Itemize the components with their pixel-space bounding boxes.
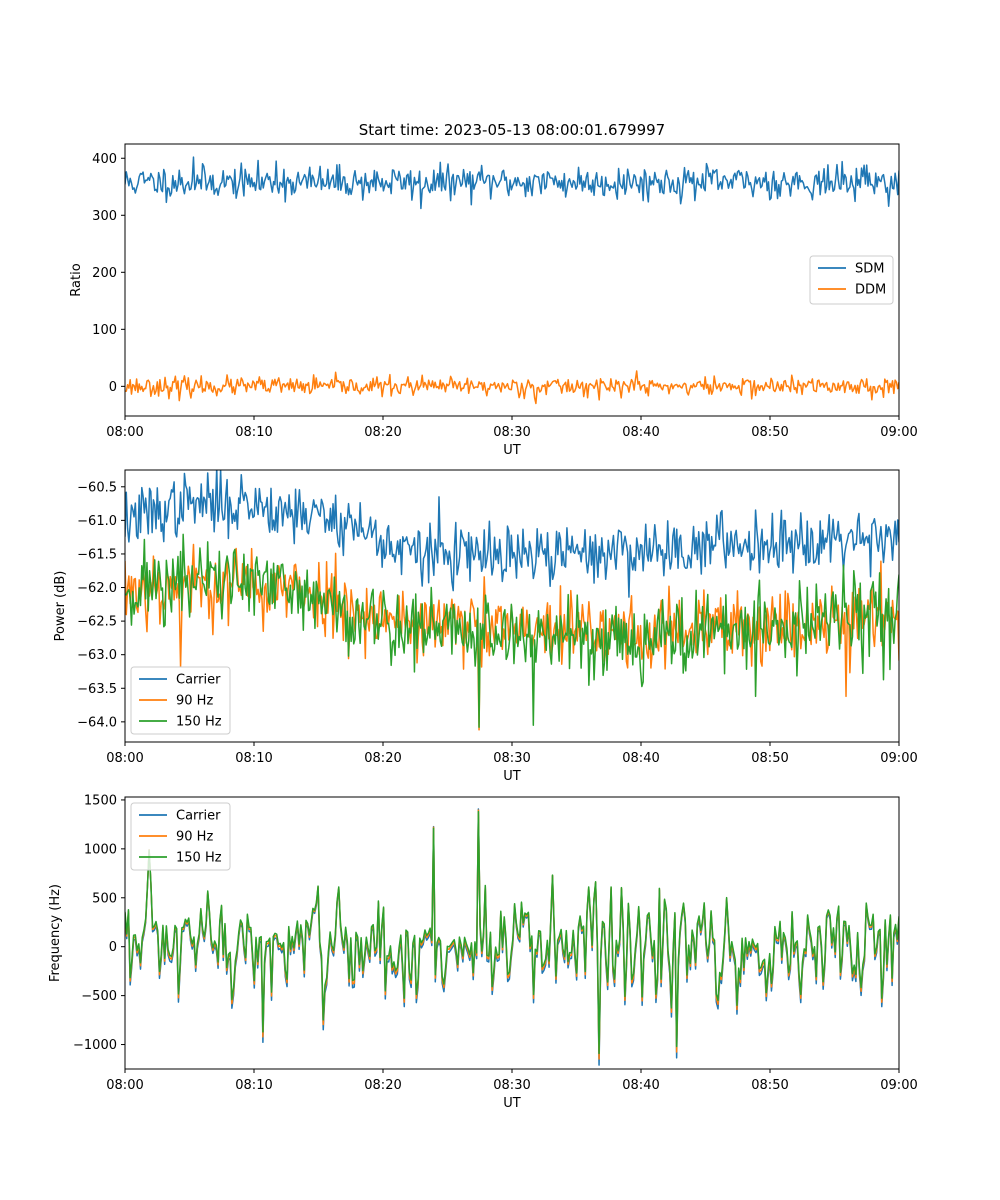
x-tick-label: 08:00 (106, 1078, 143, 1093)
legend-label: 90 Hz (176, 830, 213, 845)
y-tick-label: −61.0 (77, 514, 117, 529)
x-axis-label: UT (503, 443, 521, 458)
y-tick-label: −63.0 (77, 648, 117, 663)
x-tick-label: 08:20 (364, 1078, 401, 1093)
y-tick-label: −62.0 (77, 581, 117, 596)
y-tick-label: 1000 (84, 842, 117, 857)
y-tick-label: −63.5 (77, 682, 117, 697)
legend-label: 150 Hz (176, 715, 222, 730)
y-tick-label: −61.5 (77, 547, 117, 562)
x-tick-label: 08:20 (364, 751, 401, 766)
legend-label: 90 Hz (176, 694, 213, 709)
x-tick-label: 09:00 (880, 425, 917, 440)
y-tick-label: 1500 (84, 793, 117, 808)
x-tick-label: 08:00 (106, 751, 143, 766)
x-tick-label: 08:50 (751, 425, 788, 440)
x-tick-label: 08:40 (622, 425, 659, 440)
legend-label: DDM (855, 283, 886, 298)
axes-frame (124, 143, 900, 417)
panel-3: 08:00 08:10 08:20 08:30 08:40 08:50 09:00 1500 1… (48, 793, 918, 1111)
x-axis-label: UT (503, 769, 521, 784)
y-tick-label: 200 (92, 266, 117, 281)
legend-label: Carrier (176, 673, 221, 688)
series-line-150-hz (125, 810, 899, 1055)
legend: Carrier 90 Hz 150 Hz (130, 666, 231, 735)
series-line-ddm (125, 370, 899, 405)
x-tick-label: 08:20 (364, 425, 401, 440)
x-tick-label: 08:40 (622, 751, 659, 766)
series-line-carrier (125, 470, 899, 598)
x-tick-label: 08:50 (751, 1078, 788, 1093)
series-line-150-hz (125, 533, 899, 728)
figure-title: Start time: 2023-05-13 08:00:01.679997 (359, 121, 665, 139)
y-tick-label: −500 (81, 989, 117, 1004)
x-axis-label: UT (503, 1096, 521, 1111)
y-tick-label: 300 (92, 209, 117, 224)
y-tick-label: −62.5 (77, 615, 117, 630)
panel-2: 08:00 08:10 08:20 08:30 08:40 08:50 09:00 −60.5… (53, 469, 918, 784)
y-tick-label: 500 (92, 891, 117, 906)
y-tick-label: 0 (109, 380, 117, 395)
legend: Carrier 90 Hz 150 Hz (130, 802, 231, 871)
legend-label: Carrier (176, 809, 221, 824)
legend-box (130, 666, 231, 735)
y-tick-label: 400 (92, 152, 117, 167)
series-line-sdm (125, 156, 899, 210)
x-tick-label: 08:50 (751, 751, 788, 766)
x-tick-label: 08:00 (106, 425, 143, 440)
y-tick-label: 100 (92, 323, 117, 338)
series-line-90-hz (125, 543, 899, 731)
y-tick-label: 0 (109, 940, 117, 955)
y-axis-label: Power (dB) (53, 571, 68, 642)
legend-label: 150 Hz (176, 851, 222, 866)
y-tick-label: −60.5 (77, 480, 117, 495)
legend-box (130, 802, 231, 871)
y-axis-label: Ratio (69, 263, 84, 296)
x-tick-label: 08:30 (493, 425, 530, 440)
y-tick-label: −1000 (73, 1038, 117, 1053)
x-tick-label: 08:10 (235, 1078, 272, 1093)
panel-1: 08:00 08:10 08:20 08:30 08:40 08:50 09:00 0 100 2… (69, 143, 918, 458)
x-tick-label: 09:00 (880, 1078, 917, 1093)
x-tick-label: 08:10 (235, 425, 272, 440)
x-tick-label: 08:10 (235, 751, 272, 766)
y-axis-label: Frequency (Hz) (48, 884, 63, 982)
legend: SDM DDM (809, 255, 894, 305)
x-tick-label: 08:40 (622, 1078, 659, 1093)
x-tick-label: 09:00 (880, 751, 917, 766)
x-tick-label: 08:30 (493, 1078, 530, 1093)
legend-label: SDM (855, 262, 884, 277)
y-tick-label: −64.0 (77, 715, 117, 730)
x-tick-label: 08:30 (493, 751, 530, 766)
